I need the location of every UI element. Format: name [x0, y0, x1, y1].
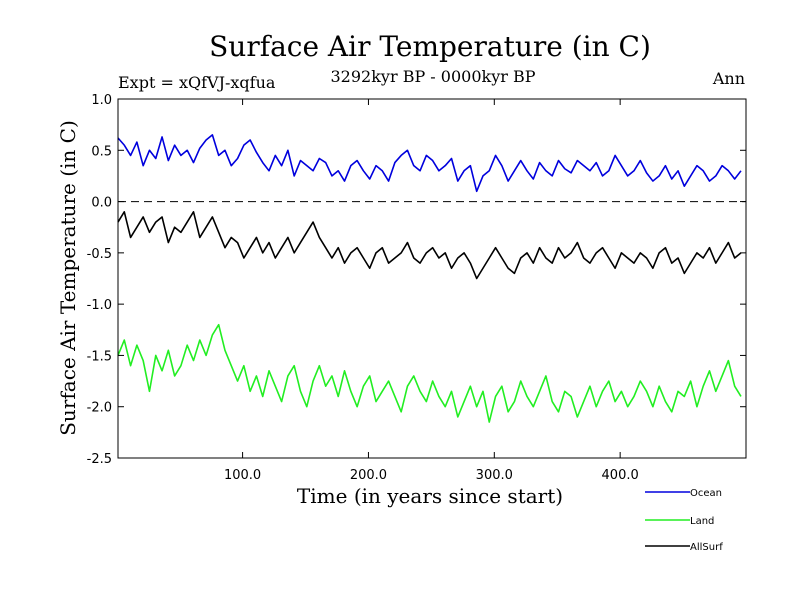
x-tick-label: 200.0 — [350, 468, 387, 483]
experiment-label: Expt = xQfVJ-xqfua — [118, 73, 276, 92]
series-line-land — [117, 323, 742, 423]
chart-title: Surface Air Temperature (in C) — [209, 30, 651, 63]
y-tick-label: 0.5 — [91, 144, 112, 159]
y-ticks: 1.0 0.5 0.0 -0.5 -1.0 -1.5 -2.0 -2.5 — [87, 93, 746, 467]
x-tick-label: 400.0 — [602, 468, 639, 483]
legend: Ocean Land AllSurf — [645, 488, 723, 553]
y-tick-label: -2.5 — [87, 452, 112, 467]
x-ticks: 100.0 200.0 300.0 400.0 — [224, 99, 639, 483]
plot-frame — [117, 98, 747, 459]
series-line-ocean — [117, 134, 742, 193]
y-tick-label: 0.0 — [91, 196, 112, 211]
x-axis-label: Time (in years since start) — [297, 484, 563, 508]
period-label: 3292kyr BP - 0000kyr BP — [331, 67, 536, 86]
legend-label-allsurf: AllSurf — [690, 542, 723, 553]
y-tick-label: -0.5 — [87, 247, 112, 262]
season-label: Ann — [712, 69, 745, 88]
y-tick-label: -1.0 — [87, 298, 112, 313]
y-axis-label: Surface Air Temperature (in C) — [56, 120, 80, 436]
x-tick-label: 100.0 — [224, 468, 261, 483]
y-tick-label: -1.5 — [87, 349, 112, 364]
series-line-allsurf — [117, 211, 742, 280]
series-group — [117, 134, 742, 423]
plot-frame-group — [117, 98, 747, 459]
y-tick-label: 1.0 — [91, 93, 112, 108]
legend-label-land: Land — [690, 516, 714, 527]
legend-label-ocean: Ocean — [690, 488, 722, 499]
x-tick-label: 300.0 — [476, 468, 513, 483]
y-tick-label: -2.0 — [87, 401, 112, 416]
